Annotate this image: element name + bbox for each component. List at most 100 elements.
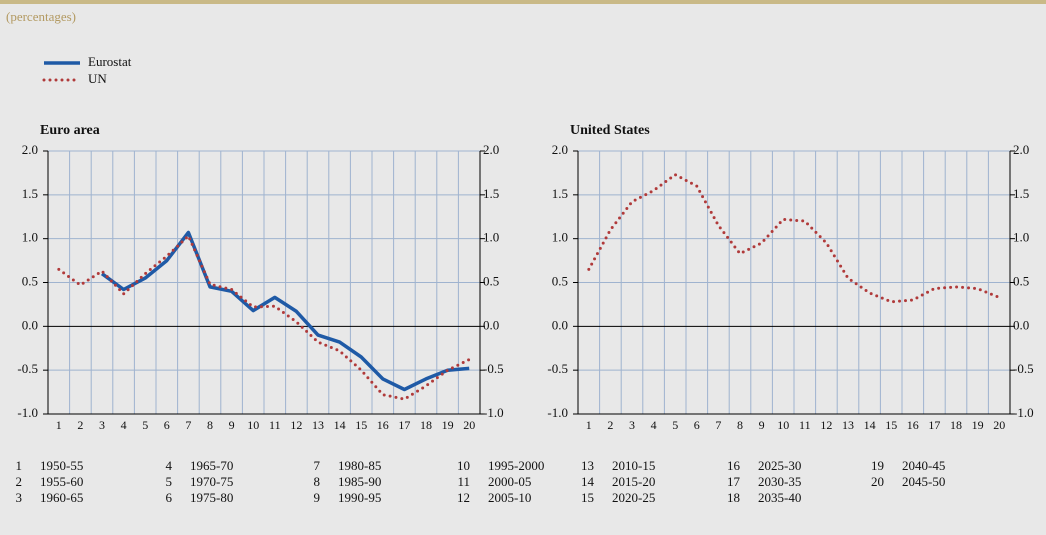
x-tick-label: 3 bbox=[629, 418, 635, 432]
key-period: 2030-35 bbox=[758, 474, 801, 489]
y2-tick-label: 2.0 bbox=[1013, 142, 1029, 157]
y-tick-label: 1.0 bbox=[22, 230, 38, 245]
y-tick-label: 2.0 bbox=[22, 142, 38, 157]
key-number: 6 bbox=[166, 490, 173, 505]
x-tick-label: 17 bbox=[928, 418, 940, 432]
key-number: 4 bbox=[166, 458, 173, 473]
key-number: 7 bbox=[314, 458, 321, 473]
y2-tick-label: 2.0 bbox=[483, 142, 499, 157]
x-tick-label: 6 bbox=[694, 418, 700, 432]
x-tick-label: 4 bbox=[651, 418, 657, 432]
panel-title: United States bbox=[570, 123, 650, 138]
key-period: 2015-20 bbox=[612, 474, 655, 489]
x-tick-label: 6 bbox=[164, 418, 170, 432]
y2-tick-label: 0.0 bbox=[483, 317, 499, 332]
key-number: 5 bbox=[166, 474, 173, 489]
x-tick-label: 2 bbox=[607, 418, 613, 432]
y-tick-label: -1.0 bbox=[17, 405, 38, 420]
key-period: 1975-80 bbox=[190, 490, 233, 505]
y-tick-label: 0.5 bbox=[552, 273, 568, 288]
x-tick-label: 4 bbox=[121, 418, 127, 432]
y-tick-label: 0.5 bbox=[22, 273, 38, 288]
key-number: 13 bbox=[581, 458, 594, 473]
x-tick-label: 8 bbox=[207, 418, 213, 432]
x-tick-label: 13 bbox=[842, 418, 854, 432]
x-tick-label: 13 bbox=[312, 418, 324, 432]
x-tick-label: 20 bbox=[463, 418, 475, 432]
key-number: 19 bbox=[871, 458, 884, 473]
x-tick-label: 15 bbox=[355, 418, 367, 432]
y2-tick-label: 0.5 bbox=[1013, 273, 1029, 288]
x-tick-label: 16 bbox=[377, 418, 389, 432]
x-tick-label: 11 bbox=[269, 418, 281, 432]
x-tick-label: 18 bbox=[420, 418, 432, 432]
key-number: 3 bbox=[16, 490, 23, 505]
y-tick-label: 1.5 bbox=[552, 186, 568, 201]
key-number: 20 bbox=[871, 474, 884, 489]
panel-title: Euro area bbox=[40, 123, 100, 138]
x-tick-label: 3 bbox=[99, 418, 105, 432]
y2-tick-label: -0.5 bbox=[1013, 361, 1034, 376]
y2-tick-label: 1.5 bbox=[1013, 186, 1029, 201]
y2-tick-label: 1.0 bbox=[483, 230, 499, 245]
key-period: 2010-15 bbox=[612, 458, 655, 473]
key-period: 2035-40 bbox=[758, 490, 801, 505]
x-tick-label: 2 bbox=[77, 418, 83, 432]
x-tick-label: 7 bbox=[185, 418, 191, 432]
y2-tick-label: 0.0 bbox=[1013, 317, 1029, 332]
y2-tick-label: -1.0 bbox=[483, 405, 504, 420]
key-period: 1995-2000 bbox=[488, 458, 544, 473]
key-period: 2025-30 bbox=[758, 458, 801, 473]
legend-label: Eurostat bbox=[88, 54, 132, 69]
key-number: 17 bbox=[727, 474, 741, 489]
key-period: 2040-45 bbox=[902, 458, 945, 473]
x-tick-label: 15 bbox=[885, 418, 897, 432]
key-number: 15 bbox=[581, 490, 594, 505]
y2-tick-label: 1.5 bbox=[483, 186, 499, 201]
x-tick-label: 5 bbox=[142, 418, 148, 432]
x-tick-label: 12 bbox=[290, 418, 302, 432]
x-tick-label: 8 bbox=[737, 418, 743, 432]
y2-tick-label: -1.0 bbox=[1013, 405, 1034, 420]
x-tick-label: 7 bbox=[715, 418, 721, 432]
key-period: 1990-95 bbox=[338, 490, 381, 505]
top-band bbox=[0, 0, 1046, 4]
key-number: 1 bbox=[16, 458, 23, 473]
key-number: 2 bbox=[16, 474, 23, 489]
y-tick-label: 1.5 bbox=[22, 186, 38, 201]
x-tick-label: 10 bbox=[777, 418, 789, 432]
legend-label: UN bbox=[88, 71, 107, 86]
key-period: 1950-55 bbox=[40, 458, 83, 473]
series-line bbox=[57, 234, 471, 401]
key-number: 10 bbox=[457, 458, 470, 473]
y2-tick-label: -0.5 bbox=[483, 361, 504, 376]
x-tick-label: 14 bbox=[334, 418, 346, 432]
key-period: 2000-05 bbox=[488, 474, 531, 489]
x-tick-label: 11 bbox=[799, 418, 811, 432]
x-tick-label: 10 bbox=[247, 418, 259, 432]
x-tick-label: 17 bbox=[398, 418, 410, 432]
series-line bbox=[587, 173, 1001, 304]
key-period: 2045-50 bbox=[902, 474, 945, 489]
x-tick-label: 16 bbox=[907, 418, 919, 432]
y-tick-label: 1.0 bbox=[552, 230, 568, 245]
y-tick-label: -0.5 bbox=[17, 361, 38, 376]
y-tick-label: 0.0 bbox=[552, 317, 568, 332]
y2-tick-label: 0.5 bbox=[483, 273, 499, 288]
y-tick-label: 0.0 bbox=[22, 317, 38, 332]
key-number: 18 bbox=[727, 490, 740, 505]
y-tick-label: -0.5 bbox=[547, 361, 568, 376]
y-tick-label: -1.0 bbox=[547, 405, 568, 420]
x-tick-label: 19 bbox=[442, 418, 454, 432]
x-tick-label: 1 bbox=[56, 418, 62, 432]
series-line bbox=[100, 230, 470, 392]
x-tick-label: 14 bbox=[864, 418, 876, 432]
key-period: 1980-85 bbox=[338, 458, 381, 473]
key-number: 9 bbox=[314, 490, 321, 505]
y2-tick-label: 1.0 bbox=[1013, 230, 1029, 245]
key-period: 1970-75 bbox=[190, 474, 233, 489]
key-period: 2020-25 bbox=[612, 490, 655, 505]
x-tick-label: 9 bbox=[759, 418, 765, 432]
